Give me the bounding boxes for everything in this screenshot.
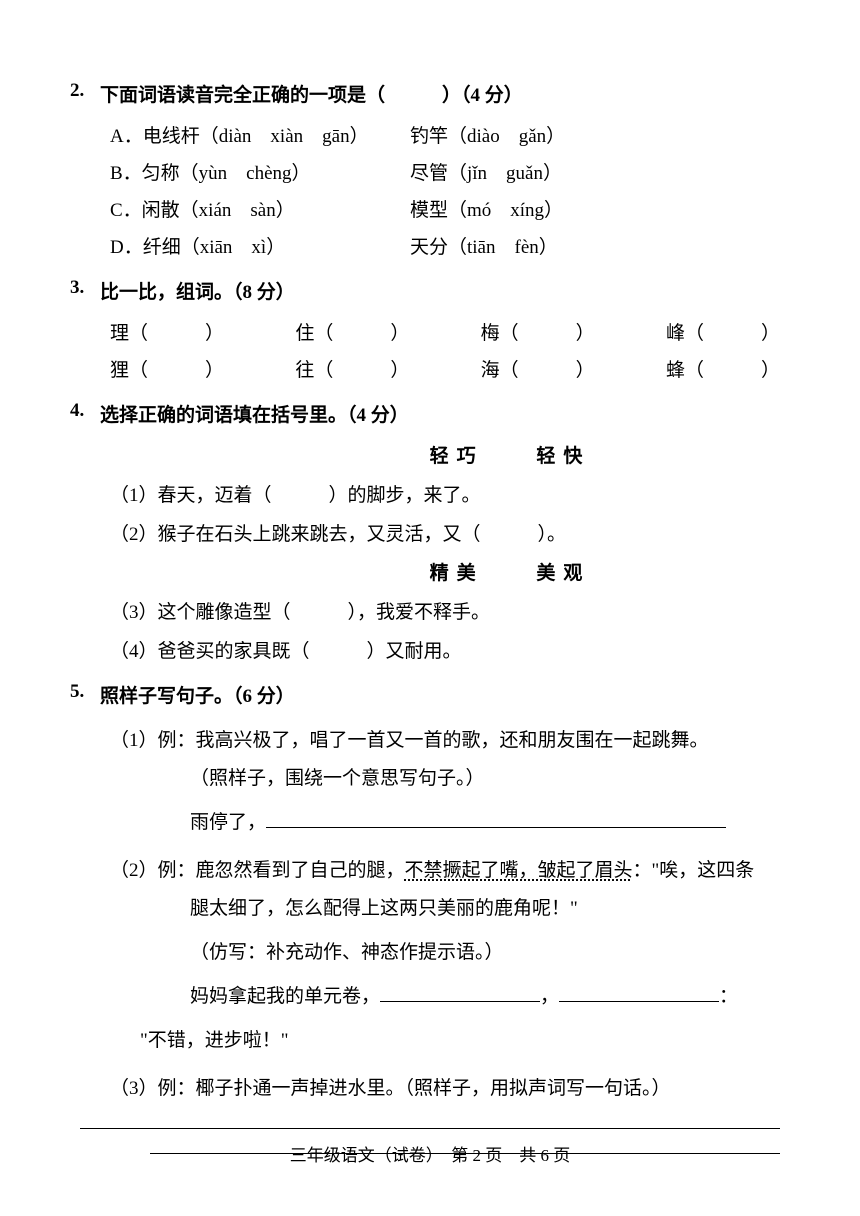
q5-s1: （1）例：我高兴极了，唱了一首又一首的歌，还和朋友围在一起跳舞。 （照样子，围绕… [110, 722, 790, 842]
q3-r1-w2: 住（ ） [295, 318, 409, 345]
q2-num: 2. [70, 80, 100, 107]
q4-line-3: （3）这个雕像造型（ ），我爱不释手。 [110, 597, 790, 624]
q5-s2-note: （仿写：补充动作、神态作提示语。） [190, 934, 790, 972]
q3-num: 3. [70, 277, 100, 304]
q4-header: 4. 选择正确的词语填在括号里。（4 分） [70, 400, 790, 427]
q4-choice-2a: 精美 [430, 563, 484, 584]
q4-choice-1: 轻巧 轻快 [230, 441, 790, 468]
q5-s2-label: （2）例： [110, 860, 196, 881]
q5-s2-blank-2 [559, 983, 719, 1002]
q2-option-c: C．闲散（xián sàn） 模型（mó xíng） [110, 195, 790, 222]
q2-opt-a-right: 钓竿（diào gǎn） [410, 121, 790, 148]
q5-s3-example: （3）例：椰子扑通一声掉进水里。（照样子，用拟声词写一句话。） [110, 1070, 790, 1108]
q5-s1-note: （照样子，围绕一个意思写句子。） [190, 760, 790, 798]
q5-s2-tail: "不错，进步啦！" [140, 1022, 790, 1060]
q2-opt-a-left: A．电线杆（diàn xiàn gān） [110, 121, 410, 148]
q5-s2-prompt: 妈妈拿起我的单元卷， [190, 986, 380, 1007]
q3-header: 3. 比一比，组词。（8 分） [70, 277, 790, 304]
q2-opt-b-left: B．匀称（yùn chèng） [110, 158, 410, 185]
q5-s2-blank-1 [380, 983, 540, 1002]
q4-title: 选择正确的词语填在括号里。（4 分） [100, 400, 790, 427]
q3-r2-w3: 海（ ） [481, 355, 595, 382]
q5-header: 5. 照样子写句子。（6 分） [70, 681, 790, 708]
q5-s2: （2）例：鹿忽然看到了自己的腿，不禁撅起了嘴，皱起了眉头："唉，这四条 腿太细了… [110, 852, 790, 1060]
question-2: 2. 下面词语读音完全正确的一项是（ ）（4 分） A．电线杆（diàn xià… [70, 80, 790, 259]
q4-choice-1b: 轻快 [536, 446, 590, 467]
q5-s1-blank [266, 809, 726, 828]
q3-r1-w3: 梅（ ） [481, 318, 595, 345]
question-3: 3. 比一比，组词。（8 分） 理（ ） 住（ ） 梅（ ） 峰（ ） 狸（ ）… [70, 277, 790, 382]
q2-option-a: A．电线杆（diàn xiàn gān） 钓竿（diào gǎn） [110, 121, 790, 148]
q3-title: 比一比，组词。（8 分） [100, 277, 790, 304]
q4-choice-2: 精美 美观 [230, 558, 790, 585]
q2-opt-d-left: D．纤细（xiān xì） [110, 232, 410, 259]
q2-opt-d-right: 天分（tiān fèn） [410, 232, 790, 259]
q5-s1-prompt: 雨停了， [190, 812, 266, 833]
q5-s2-ex-c: ："唉，这四条 [633, 860, 755, 881]
q2-opt-b-right: 尽管（jǐn guǎn） [410, 158, 790, 185]
q5-s3-label: （3）例： [110, 1078, 196, 1099]
q5-title: 照样子写句子。（6 分） [100, 681, 790, 708]
footer-divider [80, 1128, 780, 1129]
q3-row-1: 理（ ） 住（ ） 梅（ ） 峰（ ） [110, 318, 790, 345]
q3-row-2: 狸（ ） 往（ ） 海（ ） 蜂（ ） [110, 355, 790, 382]
footer-text: 三年级语文（试卷） 第 2 页 共 6 页 [290, 1146, 571, 1165]
q2-title: 下面词语读音完全正确的一项是（ ）（4 分） [100, 80, 790, 107]
q5-s2-ex-a: 鹿忽然看到了自己的腿， [196, 860, 405, 881]
q5-s1-example: （1）例：我高兴极了，唱了一首又一首的歌，还和朋友围在一起跳舞。 [110, 722, 790, 760]
q4-choice-1a: 轻巧 [430, 446, 484, 467]
question-5: 5. 照样子写句子。（6 分） （1）例：我高兴极了，唱了一首又一首的歌，还和朋… [70, 681, 790, 1154]
q4-num: 4. [70, 400, 100, 427]
q2-opt-c-left: C．闲散（xián sàn） [110, 195, 410, 222]
q5-s1-prompt-line: 雨停了， [190, 804, 790, 842]
page-footer: 三年级语文（试卷） 第 2 页 共 6 页 [0, 1128, 860, 1166]
q4-choice-2b: 美观 [536, 563, 590, 584]
q5-s2-prompt-line: 妈妈拿起我的单元卷，，： [190, 978, 790, 1016]
q5-s2-ex-d: 腿太细了，怎么配得上这两只美丽的鹿角呢！" [190, 890, 790, 928]
q4-line-4: （4）爸爸买的家具既（ ）又耐用。 [110, 636, 790, 663]
q5-num: 5. [70, 681, 100, 708]
q5-s2-example: （2）例：鹿忽然看到了自己的腿，不禁撅起了嘴，皱起了眉头："唉，这四条 [110, 852, 790, 890]
q2-opt-c-right: 模型（mó xíng） [410, 195, 790, 222]
q2-option-b: B．匀称（yùn chèng） 尽管（jǐn guǎn） [110, 158, 790, 185]
q2-header: 2. 下面词语读音完全正确的一项是（ ）（4 分） [70, 80, 790, 107]
q2-option-d: D．纤细（xiān xì） 天分（tiān fèn） [110, 232, 790, 259]
q3-r2-w2: 往（ ） [295, 355, 409, 382]
q5-s1-ex: 我高兴极了，唱了一首又一首的歌，还和朋友围在一起跳舞。 [196, 730, 709, 751]
q4-line-2: （2）猴子在石头上跳来跳去，又灵活，又（ ）。 [110, 519, 790, 546]
q3-r1-w1: 理（ ） [110, 318, 224, 345]
question-4: 4. 选择正确的词语填在括号里。（4 分） 轻巧 轻快 （1）春天，迈着（ ）的… [70, 400, 790, 663]
q5-s2-ex-b: 不禁撅起了嘴，皱起了眉头 [405, 860, 633, 881]
q3-r2-w4: 蜂（ ） [666, 355, 780, 382]
q5-s1-label: （1）例： [110, 730, 196, 751]
q5-s3-ex: 椰子扑通一声掉进水里。（照样子，用拟声词写一句话。） [196, 1078, 671, 1099]
q3-r1-w4: 峰（ ） [666, 318, 780, 345]
q3-r2-w1: 狸（ ） [110, 355, 224, 382]
q4-line-1: （1）春天，迈着（ ）的脚步，来了。 [110, 480, 790, 507]
